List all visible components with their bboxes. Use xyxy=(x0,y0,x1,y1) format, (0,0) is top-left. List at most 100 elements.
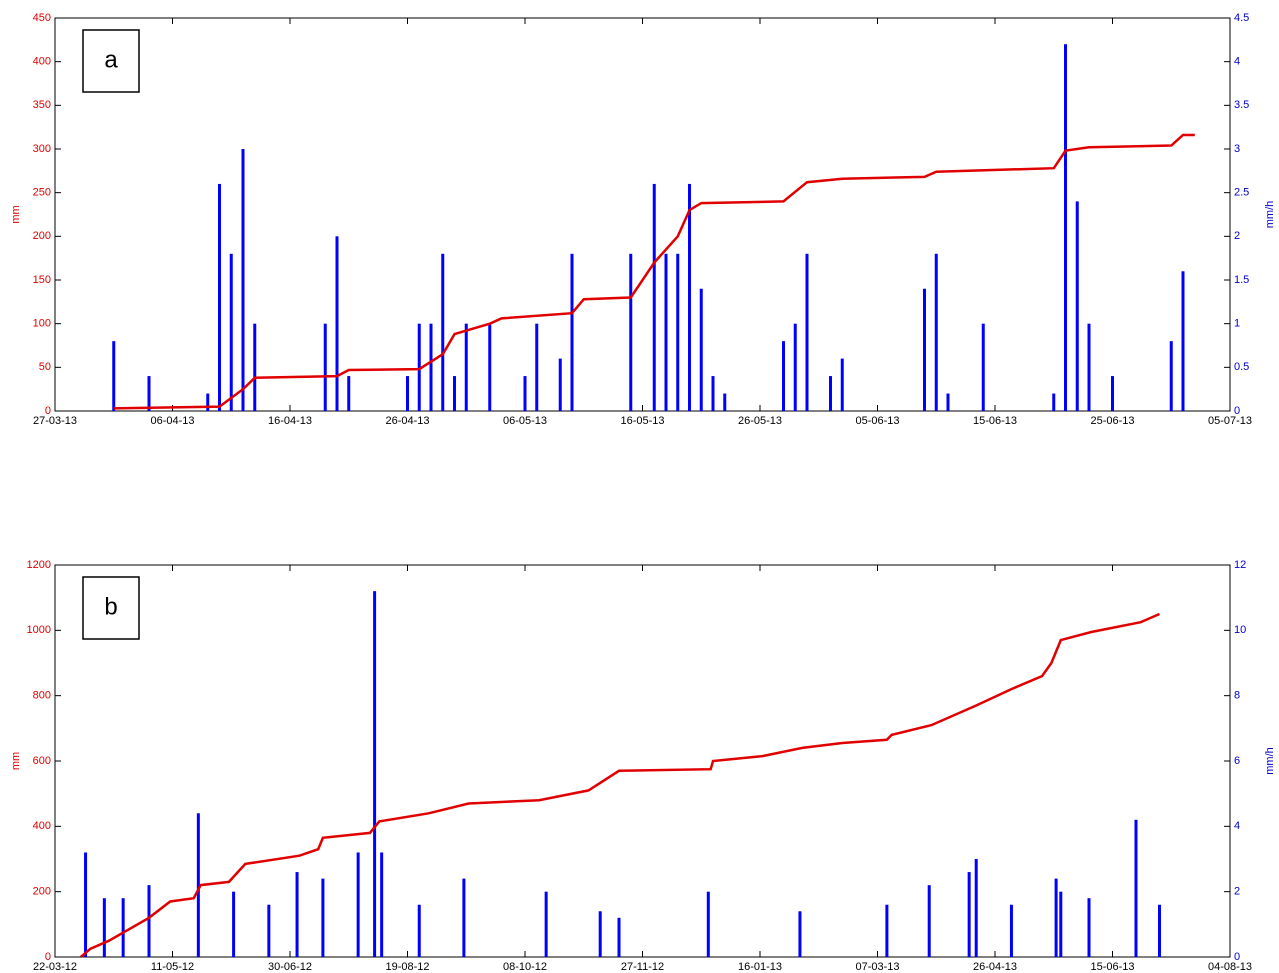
bar xyxy=(147,376,151,411)
y-tick-label: 0 xyxy=(45,951,51,963)
x-tick-label: 11-05-12 xyxy=(151,961,194,973)
bar xyxy=(711,376,715,411)
x-tick-label: 15-06-13 xyxy=(1090,961,1134,973)
bar xyxy=(218,183,221,411)
x-tick-label: 07-03-13 xyxy=(855,961,899,973)
bar xyxy=(927,885,931,957)
bar xyxy=(267,904,271,957)
bar xyxy=(488,323,492,411)
x-tick-label: 19-08-12 xyxy=(385,961,429,973)
y2-tick-label: 0 xyxy=(1234,951,1240,963)
y2-tick-label: 3 xyxy=(1234,143,1240,155)
bar xyxy=(1052,393,1056,411)
line xyxy=(113,133,1195,410)
bar xyxy=(934,253,938,411)
bar xyxy=(652,183,656,411)
bar xyxy=(629,253,633,411)
x-tick-label: 26-04-13 xyxy=(385,415,429,427)
x-tick-label: 22-03-12 xyxy=(33,961,77,973)
x-tick-label: 05-06-13 xyxy=(855,415,899,427)
y-tick-label: 200 xyxy=(33,230,51,242)
bar xyxy=(840,358,844,411)
y2-tick-label: 2 xyxy=(1234,886,1240,898)
y-tick-label: 400 xyxy=(33,56,51,68)
bar xyxy=(1087,323,1091,411)
bar xyxy=(1059,891,1063,957)
y2-tick-label: 6 xyxy=(1234,755,1240,767)
bar xyxy=(464,323,468,411)
y-tick-label: 0 xyxy=(45,405,51,417)
bar xyxy=(1087,898,1091,957)
bar xyxy=(523,376,527,411)
x-tick-label: 16-01-13 xyxy=(738,961,782,973)
y-tick-label: 350 xyxy=(33,99,51,111)
bar xyxy=(462,878,466,957)
y2-tick-label: 12 xyxy=(1234,559,1246,571)
x-tick-label: 04-08-13 xyxy=(1208,961,1252,973)
x-tick-label: 16-05-13 xyxy=(620,415,664,427)
bar xyxy=(535,323,539,411)
bar xyxy=(417,323,421,411)
y-tick-label: 200 xyxy=(33,886,51,898)
y-tick-label: 600 xyxy=(33,755,51,767)
y2-tick-label: 4 xyxy=(1234,820,1240,832)
bar xyxy=(1054,878,1058,957)
bar xyxy=(829,376,832,411)
y-tick-label: 50 xyxy=(39,361,51,373)
y2-tick-label: 2.5 xyxy=(1234,187,1249,199)
bar xyxy=(429,323,433,411)
y2-tick-label: 4 xyxy=(1234,56,1240,68)
x-tick-label: 06-05-13 xyxy=(503,415,547,427)
bar xyxy=(241,149,245,411)
bar xyxy=(617,917,621,957)
bar xyxy=(1075,201,1079,411)
bar xyxy=(706,891,710,957)
y2-tick-label: 3.5 xyxy=(1234,99,1249,111)
bar xyxy=(112,341,116,411)
y2-tick-label: 0.5 xyxy=(1234,361,1249,373)
bar xyxy=(253,323,257,411)
bar xyxy=(147,885,151,957)
bar xyxy=(782,341,785,411)
bar xyxy=(356,852,360,957)
x-tick-label: 06-04-13 xyxy=(150,415,194,427)
line xyxy=(79,612,1160,958)
x-tick-label: 16-04-13 xyxy=(268,415,312,427)
bar xyxy=(1158,904,1161,957)
y-tick-label: 450 xyxy=(33,12,51,24)
panel-label-box xyxy=(82,576,140,640)
x-tick-label: 25-06-13 xyxy=(1090,415,1134,427)
bar xyxy=(1169,341,1173,411)
bar xyxy=(676,253,680,411)
y2-axis-label: mm/h xyxy=(1264,201,1276,229)
chart-panel: 22-03-12 11-05-12 30-06-12 19-08-12 08-10-12… xyxy=(10,559,1276,973)
bar xyxy=(544,891,548,957)
bar xyxy=(946,393,950,411)
bar xyxy=(229,253,233,411)
bar xyxy=(805,253,809,411)
bar xyxy=(196,813,200,957)
y-axis-label: mm xyxy=(10,205,22,223)
bar xyxy=(664,253,668,411)
bar xyxy=(723,393,727,411)
bar xyxy=(1134,819,1138,957)
panel-label-box xyxy=(82,29,140,93)
y2-tick-label: 0 xyxy=(1234,405,1240,417)
panel-label: a xyxy=(104,46,118,73)
x-tick-label: 30-06-12 xyxy=(268,961,312,973)
y-tick-label: 150 xyxy=(33,274,51,286)
bar xyxy=(102,898,106,957)
bar xyxy=(295,872,299,957)
x-tick-label: 15-06-13 xyxy=(973,415,1017,427)
bar xyxy=(981,323,985,411)
y2-tick-label: 8 xyxy=(1234,690,1240,702)
bar xyxy=(347,376,351,411)
bar xyxy=(380,852,384,957)
y2-tick-label: 4.5 xyxy=(1234,12,1249,24)
y-tick-label: 1200 xyxy=(27,559,51,571)
y-tick-label: 1000 xyxy=(27,624,51,636)
bar xyxy=(441,253,445,411)
x-tick-label: 26-04-13 xyxy=(973,961,1017,973)
bar xyxy=(798,911,802,957)
